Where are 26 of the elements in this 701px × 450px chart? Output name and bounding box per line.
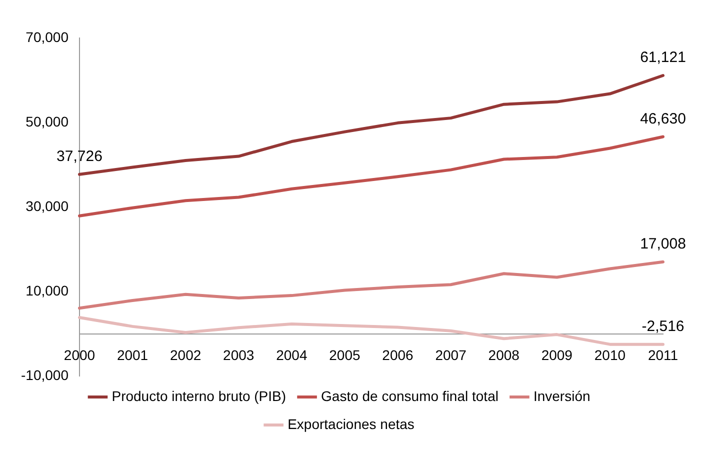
data-label: 61,121 — [640, 49, 686, 66]
data-label: 37,726 — [56, 148, 102, 165]
legend-label: Producto interno bruto (PIB) — [112, 388, 286, 404]
x-tick-label: 2010 — [594, 347, 626, 364]
y-tick-label: 10,000 — [26, 282, 69, 298]
x-tick-label: 2011 — [648, 347, 678, 364]
legend-label: Exportaciones netas — [288, 416, 414, 432]
x-tick-label: 2004 — [276, 347, 308, 364]
x-tick-label: 2006 — [382, 347, 414, 364]
x-tick-label: 2003 — [223, 347, 254, 364]
y-tick-label: 30,000 — [26, 198, 69, 214]
x-tick-label: 2002 — [170, 347, 202, 364]
y-tick-label: -10,000 — [21, 366, 69, 383]
data-label: 46,630 — [640, 110, 686, 128]
data-label: -2,516 — [642, 318, 684, 336]
x-tick-label: 2001 — [116, 347, 148, 364]
legend-label: Gasto de consumo final total — [321, 388, 498, 404]
y-tick-label: 50,000 — [26, 113, 69, 130]
x-tick-label: 2009 — [541, 347, 573, 364]
y-tick-label: 70,000 — [26, 28, 69, 45]
x-tick-label: 2005 — [329, 347, 360, 364]
x-tick-label: 2007 — [435, 347, 467, 364]
data-label: 17,008 — [640, 236, 686, 253]
x-tick-label: 2000 — [64, 347, 96, 364]
x-tick-label: 2008 — [488, 347, 520, 364]
legend-label: Inversión — [533, 388, 590, 404]
